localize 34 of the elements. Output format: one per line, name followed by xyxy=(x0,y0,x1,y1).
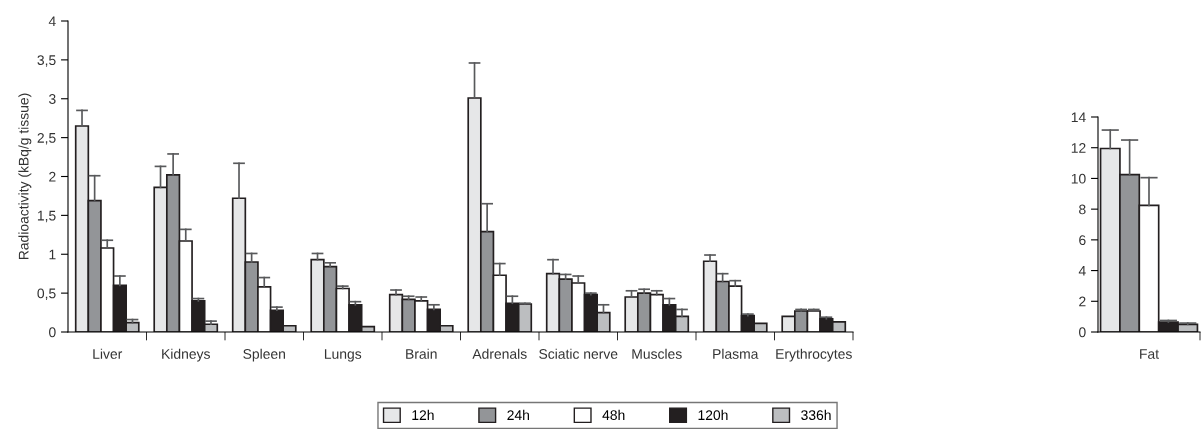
y-axis-title: Radioactivity (kBq/g tissue) xyxy=(18,93,32,260)
y-tick-label: 4 xyxy=(48,16,56,27)
y-tick-label: 8 xyxy=(1079,204,1086,215)
x-tick-label: Adrenals xyxy=(472,348,527,359)
y-tick-label: 0 xyxy=(1079,327,1086,338)
y-tick-label: 2 xyxy=(49,171,56,182)
x-tick-label: Kidneys xyxy=(162,348,210,362)
y-tick-label: 1 xyxy=(49,249,56,260)
legend-label: 48h xyxy=(602,409,625,421)
y-tick-label: 14 xyxy=(1071,112,1086,123)
x-tick-label: Sciatic nerve xyxy=(539,348,618,359)
y-tick-label: 2 xyxy=(1079,296,1086,307)
legend-label: 24h xyxy=(507,409,529,420)
y-tick-label: 12 xyxy=(1071,143,1086,153)
x-tick-label: Fat xyxy=(1140,349,1159,359)
legend-label: 336h xyxy=(801,409,831,421)
x-tick-label: Plasma xyxy=(713,348,759,359)
y-tick-label: 3,5 xyxy=(37,55,56,67)
y-tick-label: 6 xyxy=(1079,235,1086,246)
x-tick-label: Erythrocytes xyxy=(776,348,852,362)
y-tick-label: 2,5 xyxy=(37,132,56,145)
x-tick-label: Lungs xyxy=(324,349,362,362)
y-tick-label: 10 xyxy=(1071,173,1086,184)
y-tick-label: 1,5 xyxy=(37,210,56,223)
x-tick-label: Muscles xyxy=(632,348,682,359)
y-tick-label: 0,5 xyxy=(37,288,56,300)
y-tick-label: 4 xyxy=(1078,266,1086,276)
y-tick-label: 0 xyxy=(49,327,56,338)
legend-label: 120h xyxy=(698,409,728,421)
x-tick-label: Brain xyxy=(406,348,437,359)
x-tick-label: Liver xyxy=(93,348,123,359)
legend-label: 12h xyxy=(412,409,434,420)
y-tick-label: 3 xyxy=(49,94,56,104)
x-tick-label: Spleen xyxy=(243,348,285,362)
